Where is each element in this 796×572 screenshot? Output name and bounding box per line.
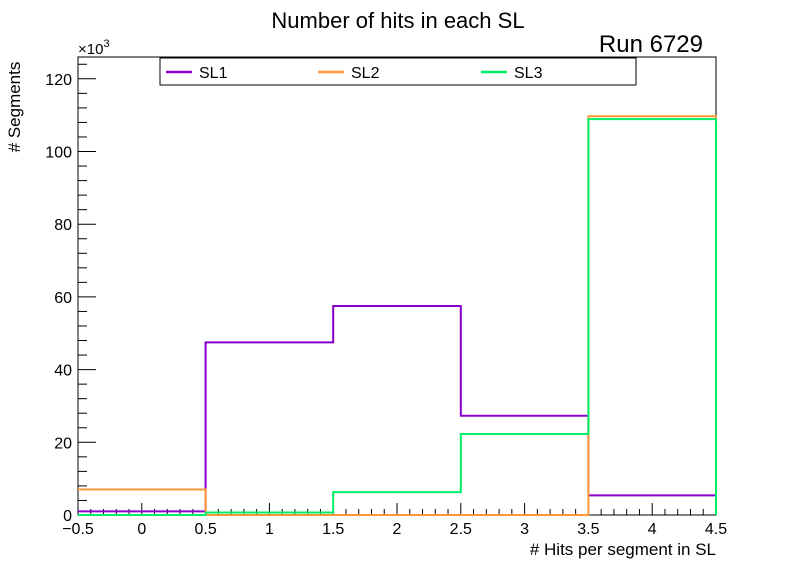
legend-entries: SL1 SL2 SL3 [166, 65, 543, 82]
legend-entry-sl2: SL2 [318, 65, 380, 82]
y-multiplier-exponent: 3 [103, 38, 109, 50]
series-layer [78, 115, 717, 516]
y-tick-label: 120 [45, 72, 72, 89]
x-tick-label: 4 [648, 521, 657, 538]
legend-entry-sl3: SL3 [481, 65, 543, 82]
series-sl1-line [78, 304, 717, 515]
y-tick-label: 100 [45, 145, 72, 162]
y-tick-label: 20 [54, 435, 72, 452]
x-tick-label: 0 [137, 521, 146, 538]
series-sl2-line [78, 115, 717, 516]
y-multiplier-label: ×103 [78, 38, 110, 58]
x-tick-label: 3.5 [577, 521, 599, 538]
legend-label: SL3 [514, 65, 543, 82]
run-label: Run 6729 [599, 31, 703, 58]
legend-box [159, 57, 637, 86]
legend: SL1 SL2 SL3 [159, 57, 637, 86]
x-tick-label: 1 [265, 521, 274, 538]
x-tick-label: 1.5 [322, 521, 344, 538]
x-tick-label: 3 [520, 521, 529, 538]
chart-title: Number of hits in each SL [271, 8, 524, 33]
svg-text:×103: ×103 [78, 38, 110, 58]
legend-label: SL2 [351, 65, 380, 82]
plot-frame [77, 56, 717, 516]
y-axis-ticks: 0 20 40 60 80 100 120 [45, 63, 96, 525]
y-multiplier-base: ×10 [78, 41, 103, 58]
x-axis-ticks: −0.5 0 0.5 1 1.5 2 2.5 3 3.5 4 4.5 [62, 503, 727, 538]
x-tick-label: −0.5 [62, 521, 94, 538]
y-tick-label: 40 [54, 363, 72, 380]
x-tick-label: 4.5 [705, 521, 727, 538]
y-tick-label: 80 [54, 217, 72, 234]
series-sl3-line [78, 118, 717, 516]
legend-label: SL1 [199, 65, 228, 82]
x-axis-label: # Hits per segment in SL [530, 540, 716, 559]
y-axis-label: # Segments [5, 62, 24, 153]
x-tick-label: 2 [393, 521, 402, 538]
legend-entry-sl1: SL1 [166, 65, 228, 82]
x-tick-label: 2.5 [450, 521, 472, 538]
y-tick-label: 0 [63, 508, 72, 525]
y-tick-label: 60 [54, 290, 72, 307]
x-tick-label: 0.5 [194, 521, 216, 538]
